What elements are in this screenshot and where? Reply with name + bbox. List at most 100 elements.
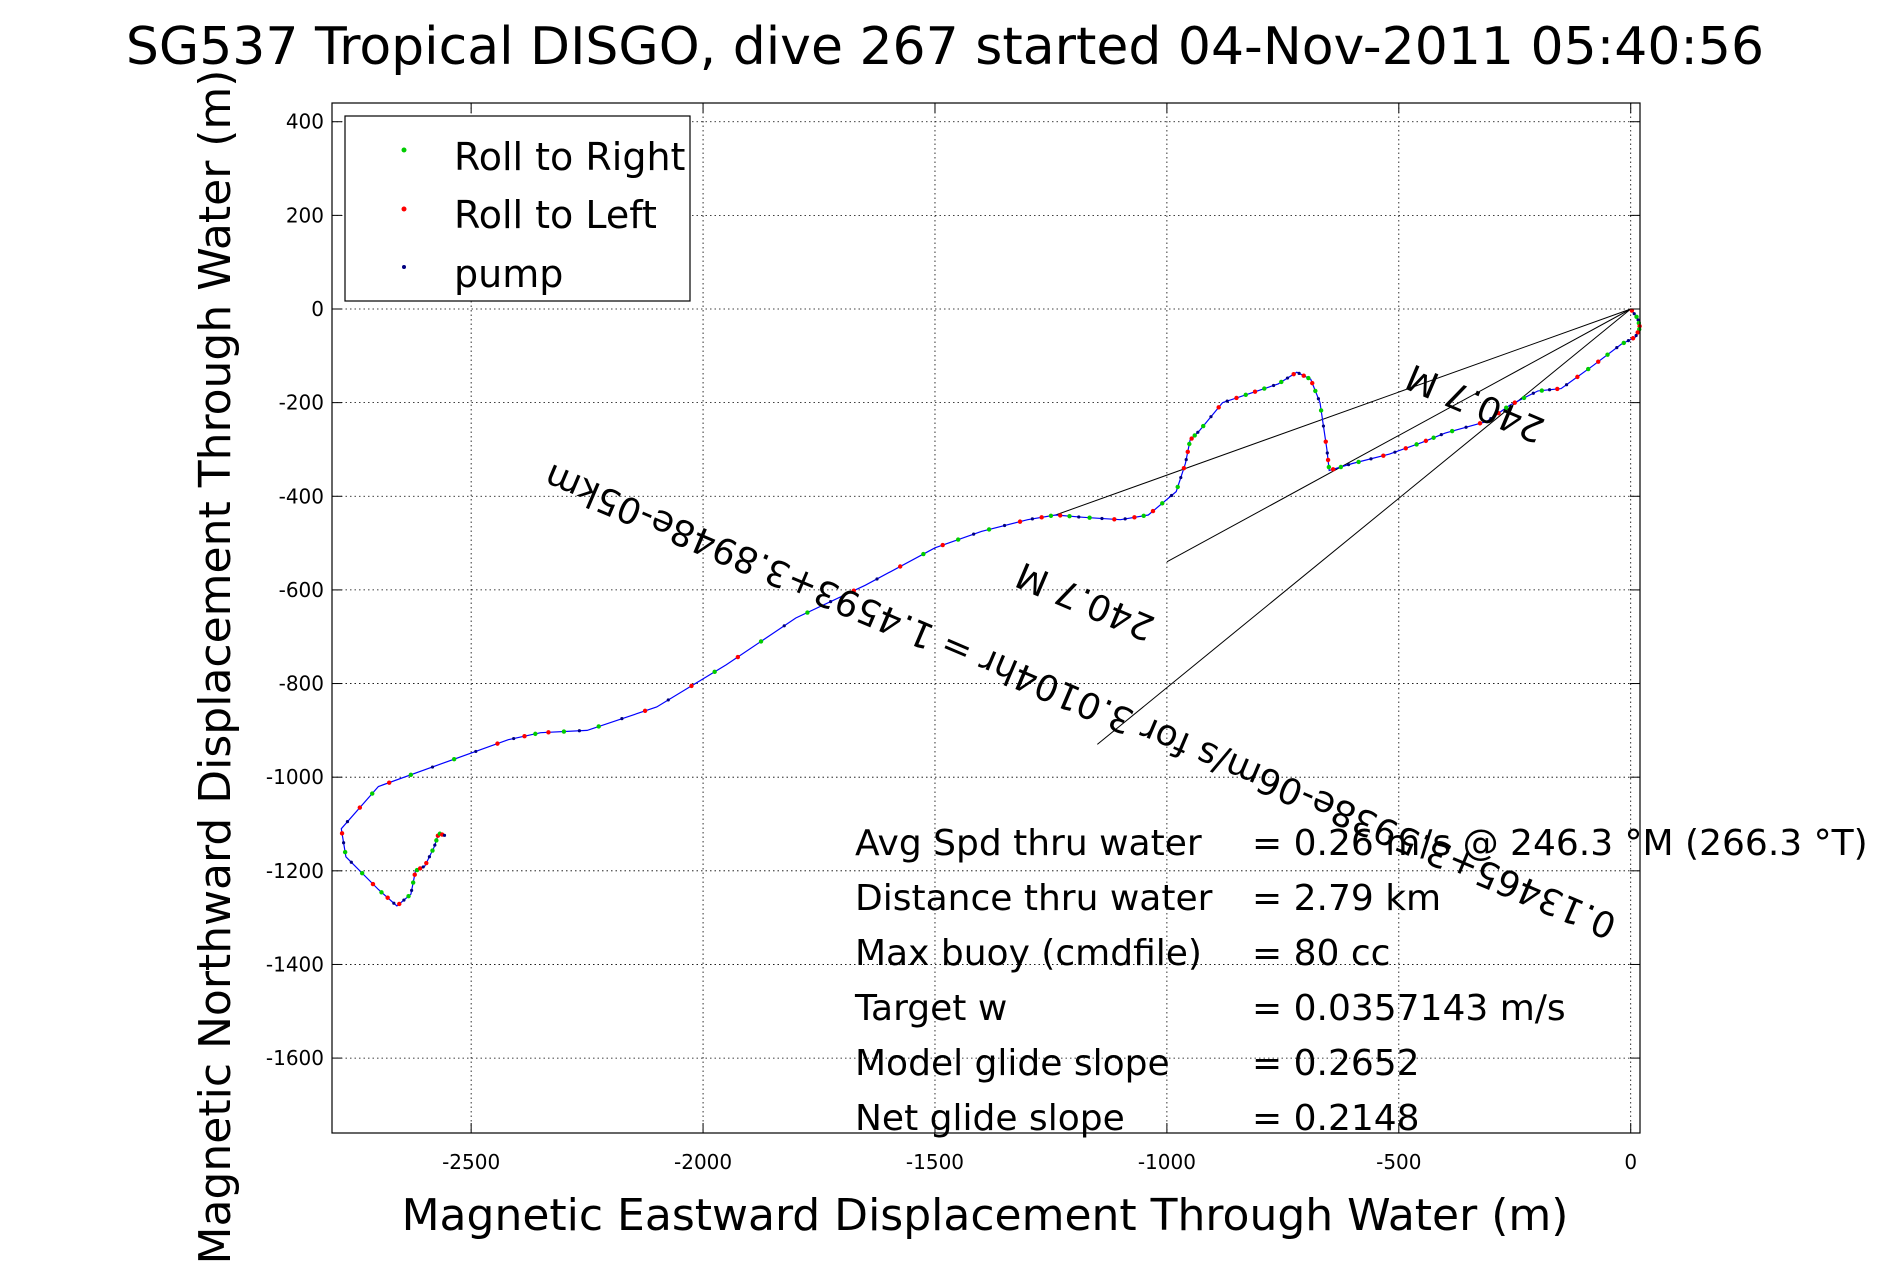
pump-marker — [345, 820, 350, 824]
pump-marker — [1196, 430, 1200, 434]
pump-marker — [341, 841, 346, 845]
pump-marker — [1169, 493, 1174, 498]
legend-marker-roll-left — [401, 206, 407, 212]
roll-left-marker — [1189, 436, 1194, 441]
pump-marker — [1297, 371, 1301, 375]
x-tick-label: -500 — [1376, 1150, 1421, 1174]
x-axis-label: Magnetic Eastward Displacement Through W… — [402, 1190, 1569, 1241]
roll-left-marker — [1216, 405, 1221, 410]
pump-marker — [1489, 417, 1493, 421]
pump-marker — [1439, 433, 1443, 437]
pump-marker — [1393, 450, 1397, 454]
y-tick-label: -600 — [279, 578, 324, 602]
pump-marker — [410, 888, 414, 892]
roll-right-marker — [1243, 392, 1248, 398]
pump-marker — [1285, 376, 1290, 380]
roll-right-marker — [1048, 513, 1054, 518]
roll-right-marker — [1175, 484, 1180, 490]
roll-left-marker — [735, 654, 741, 660]
y-tick-label: -400 — [279, 484, 324, 508]
stats-block: Avg Spd thru water = 0.26 m/s @ 246.3 °M… — [854, 823, 1868, 1139]
legend-label-pump: pump — [454, 252, 563, 296]
pump-marker — [972, 532, 976, 536]
pump-marker — [1179, 475, 1183, 480]
pump-marker — [1564, 383, 1569, 387]
roll-right-marker — [533, 731, 538, 737]
roll-left-marker — [1575, 374, 1580, 380]
pump-marker — [1123, 517, 1127, 521]
roll-left-marker — [1132, 515, 1137, 520]
y-tick-label: -800 — [279, 672, 324, 696]
pump-marker — [1464, 425, 1468, 429]
roll-right-marker — [1306, 375, 1311, 381]
pump-marker — [1626, 339, 1631, 343]
roll-left-marker — [642, 708, 648, 714]
pump-marker — [427, 855, 432, 859]
roll-right-marker — [1338, 464, 1344, 470]
roll-right-marker — [561, 729, 567, 734]
plot-frame — [331, 102, 1641, 1134]
reference-lines — [1055, 308, 1632, 745]
roll-right-marker — [1356, 459, 1361, 465]
legend-marker-pump — [402, 265, 406, 269]
y-tick-label: 0 — [311, 297, 324, 321]
roll-right-marker — [758, 639, 764, 644]
roll-right-marker — [805, 610, 810, 615]
stat-label-avg-speed: Avg Spd thru water — [855, 823, 1202, 864]
roll-left-marker — [1423, 438, 1429, 444]
roll-right-marker — [1262, 386, 1267, 391]
stat-label-distance: Distance thru water — [855, 878, 1213, 919]
legend-label-roll-right: Roll to Right — [454, 135, 685, 179]
roll-right-marker — [921, 551, 926, 557]
roll-left-marker — [412, 872, 417, 877]
x-tick-label: -2000 — [674, 1150, 732, 1174]
roll-right-marker — [1504, 405, 1509, 410]
stat-label-max-buoy: Max buoy (cmdfile) — [855, 933, 1202, 974]
roll-right-marker — [1160, 501, 1165, 506]
stat-value-target-w: = 0.0357143 m/s — [1252, 988, 1566, 1029]
roll-left-marker — [1630, 336, 1636, 341]
x-tick-label: -1000 — [1138, 1150, 1196, 1174]
y-tick-label: -1400 — [266, 952, 324, 976]
pump-marker — [349, 860, 353, 864]
pump-marker — [782, 624, 786, 628]
roll-right-marker — [1326, 464, 1332, 470]
roll-right-marker — [379, 890, 384, 895]
roll-right-marker — [342, 849, 348, 855]
pump-marker — [666, 698, 670, 702]
roll-right-marker — [1605, 352, 1610, 357]
roll-left-marker — [1301, 373, 1306, 378]
pump-marker — [421, 865, 425, 869]
roll-right-marker — [1449, 428, 1455, 434]
stat-label-target-w: Target w — [854, 988, 1007, 1029]
roll-left-marker — [387, 780, 392, 785]
x-tick-label: -1500 — [906, 1150, 964, 1174]
pump-marker — [1225, 399, 1229, 403]
roll-right-marker — [1313, 388, 1318, 394]
stat-label-model-glide: Model glide slope — [855, 1043, 1170, 1084]
reference-line — [1055, 308, 1631, 516]
pump-marker — [1271, 383, 1276, 388]
roll-right-marker — [596, 724, 601, 729]
roll-left-marker — [1323, 439, 1328, 444]
pump-marker — [577, 729, 581, 733]
legend-label-roll-left: Roll to Left — [454, 193, 657, 237]
roll-left-marker — [339, 831, 345, 836]
y-axis-label: Magnetic Northward Displacement Through … — [190, 70, 241, 1262]
pump-marker — [1632, 312, 1636, 316]
roll-left-marker — [1234, 395, 1239, 401]
roll-right-marker — [1521, 395, 1527, 401]
roll-right-marker — [712, 669, 717, 675]
pump-marker — [1321, 424, 1326, 428]
pump-marker — [392, 901, 396, 905]
pump-marker — [1531, 391, 1535, 395]
x-tick-label: -2500 — [442, 1150, 500, 1174]
roll-left-marker — [1330, 467, 1336, 472]
roll-right-marker — [1414, 442, 1419, 447]
pump-marker — [1100, 516, 1104, 521]
pump-marker — [430, 765, 435, 769]
roll-left-marker — [1403, 446, 1408, 451]
roll-right-marker — [1634, 314, 1639, 320]
roll-left-marker — [370, 881, 376, 887]
